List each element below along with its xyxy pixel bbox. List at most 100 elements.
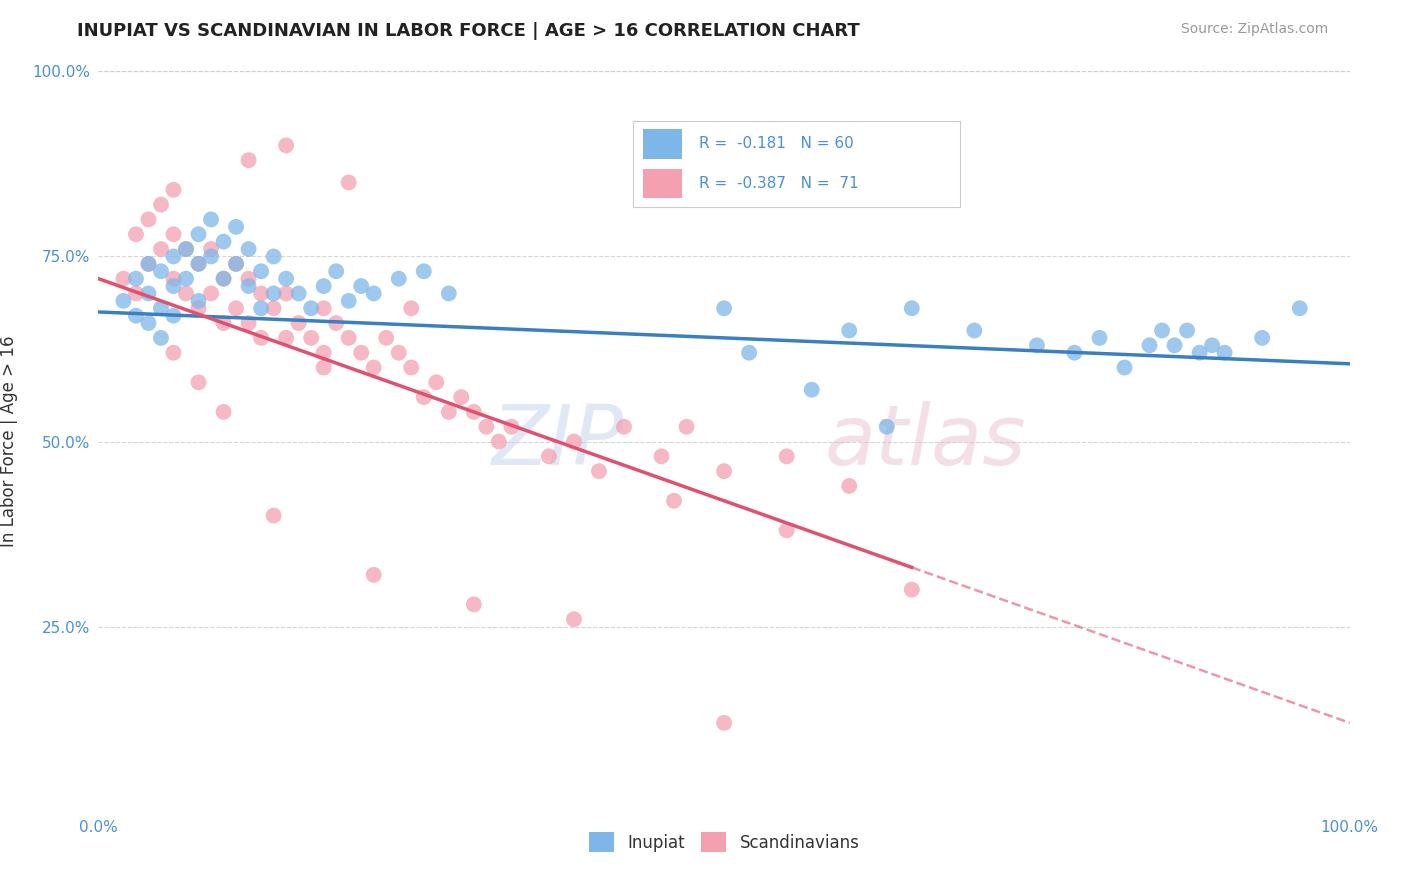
Point bbox=[838, 324, 860, 338]
Point bbox=[437, 405, 460, 419]
Point bbox=[138, 316, 160, 330]
Point bbox=[337, 175, 360, 190]
FancyBboxPatch shape bbox=[643, 129, 682, 159]
Point bbox=[325, 264, 347, 278]
Point bbox=[838, 479, 860, 493]
Point bbox=[325, 316, 347, 330]
Point bbox=[212, 235, 235, 249]
Point bbox=[713, 464, 735, 478]
Point bbox=[187, 257, 209, 271]
Point bbox=[112, 271, 135, 285]
Point bbox=[162, 345, 184, 359]
Point bbox=[274, 286, 298, 301]
Point bbox=[187, 301, 209, 316]
Point bbox=[463, 598, 485, 612]
Point bbox=[337, 293, 360, 308]
Text: R =  -0.387   N =  71: R = -0.387 N = 71 bbox=[699, 176, 859, 191]
Point bbox=[588, 464, 610, 478]
Point bbox=[501, 419, 523, 434]
Point bbox=[312, 301, 335, 316]
Point bbox=[174, 271, 197, 285]
Point bbox=[662, 493, 685, 508]
Point bbox=[174, 242, 197, 256]
Point bbox=[162, 309, 184, 323]
Point bbox=[1251, 331, 1274, 345]
Point bbox=[363, 360, 385, 375]
Legend: Inupiat, Scandinavians: Inupiat, Scandinavians bbox=[582, 825, 866, 859]
Point bbox=[212, 271, 235, 285]
Point bbox=[187, 376, 209, 390]
Point bbox=[138, 257, 160, 271]
Point bbox=[463, 405, 485, 419]
Point bbox=[263, 286, 285, 301]
Point bbox=[274, 271, 298, 285]
Y-axis label: In Labor Force | Age > 16: In Labor Force | Age > 16 bbox=[0, 335, 18, 548]
Point bbox=[800, 383, 823, 397]
Point bbox=[238, 271, 260, 285]
Point bbox=[562, 612, 585, 626]
Point bbox=[138, 286, 160, 301]
Point bbox=[401, 301, 423, 316]
Point bbox=[1201, 338, 1223, 352]
Point bbox=[1139, 338, 1161, 352]
Point bbox=[1088, 331, 1111, 345]
Point bbox=[1063, 345, 1085, 359]
Point bbox=[738, 345, 761, 359]
Point bbox=[187, 227, 209, 242]
Point bbox=[713, 715, 735, 730]
Point bbox=[274, 331, 298, 345]
Point bbox=[138, 257, 160, 271]
Point bbox=[125, 271, 148, 285]
Point bbox=[150, 331, 173, 345]
Point bbox=[125, 286, 148, 301]
Text: ZIP: ZIP bbox=[492, 401, 624, 482]
Point bbox=[450, 390, 472, 404]
Point bbox=[225, 257, 247, 271]
Point bbox=[125, 309, 148, 323]
Point bbox=[238, 153, 260, 168]
Point bbox=[350, 279, 373, 293]
Point bbox=[150, 242, 173, 256]
Point bbox=[162, 227, 184, 242]
Point bbox=[299, 331, 322, 345]
Point bbox=[200, 242, 222, 256]
Point bbox=[900, 582, 922, 597]
Point bbox=[412, 264, 434, 278]
Point bbox=[187, 293, 209, 308]
Point bbox=[174, 286, 197, 301]
Point bbox=[150, 264, 173, 278]
Point bbox=[212, 405, 235, 419]
Point bbox=[238, 242, 260, 256]
Point bbox=[138, 212, 160, 227]
Point bbox=[263, 508, 285, 523]
Point bbox=[412, 390, 434, 404]
Point bbox=[200, 250, 222, 264]
Point bbox=[250, 264, 273, 278]
Point bbox=[212, 271, 235, 285]
Point bbox=[876, 419, 898, 434]
Point bbox=[250, 286, 273, 301]
Point bbox=[312, 345, 335, 359]
Point bbox=[287, 286, 309, 301]
Point bbox=[475, 419, 498, 434]
Point bbox=[963, 324, 986, 338]
Point bbox=[401, 360, 423, 375]
Text: atlas: atlas bbox=[824, 401, 1026, 482]
Point bbox=[225, 257, 247, 271]
Point bbox=[162, 183, 184, 197]
Point bbox=[650, 450, 672, 464]
Point bbox=[150, 197, 173, 211]
Point bbox=[274, 138, 298, 153]
Point bbox=[900, 301, 922, 316]
Point bbox=[1288, 301, 1310, 316]
Point bbox=[200, 286, 222, 301]
Point bbox=[713, 301, 735, 316]
Point bbox=[200, 212, 222, 227]
Point bbox=[437, 286, 460, 301]
Point bbox=[350, 345, 373, 359]
Text: INUPIAT VS SCANDINAVIAN IN LABOR FORCE | AGE > 16 CORRELATION CHART: INUPIAT VS SCANDINAVIAN IN LABOR FORCE |… bbox=[77, 22, 860, 40]
Point bbox=[263, 250, 285, 264]
Point bbox=[312, 279, 335, 293]
Point bbox=[363, 567, 385, 582]
Point bbox=[250, 301, 273, 316]
